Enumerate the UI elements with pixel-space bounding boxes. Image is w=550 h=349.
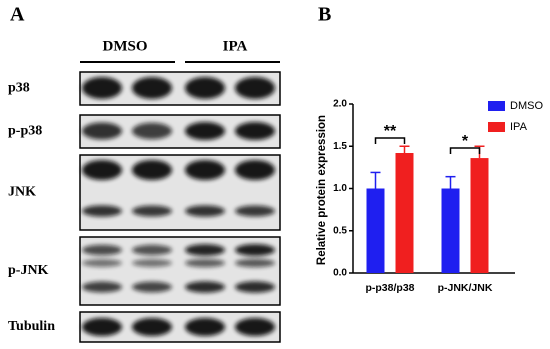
significance-bracket (449, 147, 481, 154)
x-tick-label: p-p38/p38 (365, 282, 414, 294)
band (132, 77, 172, 99)
row-label: JNK (8, 185, 36, 200)
group-label: IPA (223, 38, 248, 54)
band (82, 259, 122, 267)
y-tick-label: 2.0 (333, 99, 347, 110)
band (235, 318, 275, 336)
group-label: DMSO (103, 38, 148, 54)
y-axis-label: Relative protein expression (316, 115, 328, 265)
band (82, 318, 122, 336)
significance-label: ** (384, 123, 397, 140)
legend-swatch (488, 101, 505, 111)
band (185, 77, 225, 99)
y-tick-label: 0.5 (333, 225, 347, 236)
row-label: p38 (8, 81, 30, 96)
band (82, 244, 122, 256)
x-tick-label: p-JNK/JNK (438, 282, 493, 294)
band (185, 205, 225, 217)
y-tick-label: 1.5 (333, 141, 347, 152)
bar (395, 153, 414, 273)
significance-bracket (374, 137, 406, 144)
band (132, 205, 172, 217)
band (82, 160, 122, 180)
band (235, 244, 275, 256)
legend-label: DMSO (510, 100, 543, 112)
panel-label: A (10, 4, 25, 26)
row-label: p-p38 (8, 124, 42, 139)
row-label: Tubulin (8, 319, 55, 334)
band (185, 281, 225, 293)
band (132, 122, 172, 140)
band (185, 244, 225, 256)
y-tick-label: 0.0 (333, 268, 347, 279)
significance-label: * (462, 133, 469, 150)
band (235, 77, 275, 99)
legend-label: IPA (510, 121, 528, 133)
band (82, 281, 122, 293)
band (235, 281, 275, 293)
band (132, 160, 172, 180)
bar (366, 188, 385, 273)
bar (470, 158, 489, 273)
legend-swatch (488, 122, 505, 132)
band (185, 318, 225, 336)
band (185, 122, 225, 140)
band (82, 77, 122, 99)
row-label: p-JNK (8, 263, 49, 278)
panel-label: B (318, 4, 331, 26)
band (185, 258, 225, 268)
y-tick-label: 1.0 (333, 183, 347, 194)
band (132, 318, 172, 336)
band (235, 205, 275, 217)
band (235, 160, 275, 180)
band (235, 122, 275, 140)
band (132, 244, 172, 256)
band (132, 281, 172, 293)
band (82, 205, 122, 217)
bar (441, 188, 460, 273)
band (82, 122, 122, 140)
band (235, 258, 275, 268)
band (185, 160, 225, 180)
band (132, 259, 172, 267)
